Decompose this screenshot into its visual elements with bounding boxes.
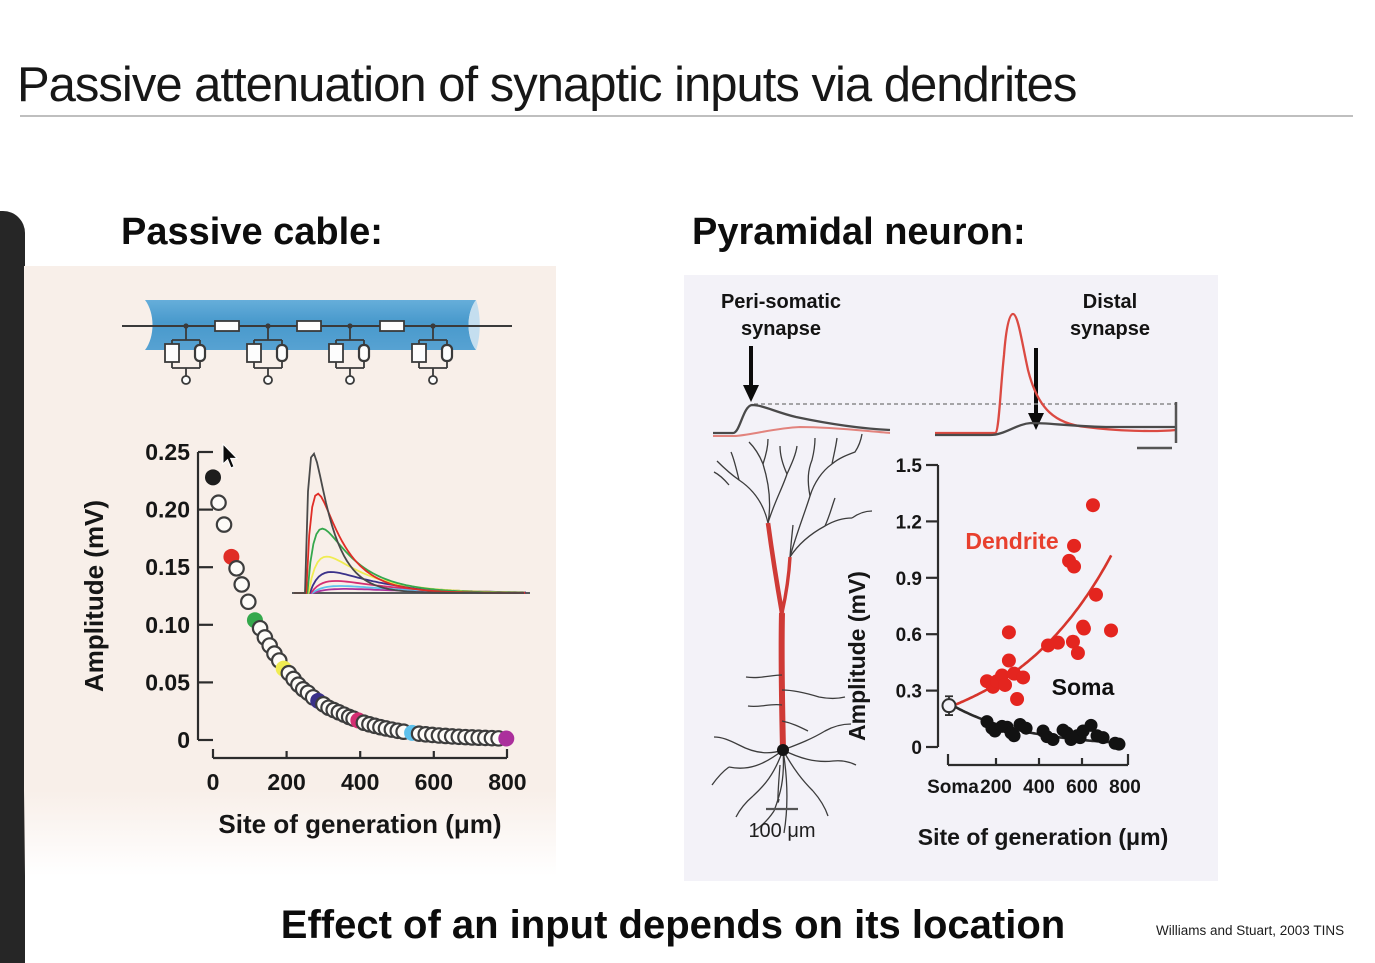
distal-dendrite-trace	[935, 312, 1177, 435]
passive-cable-figure: 0 0.05 0.10 0.15 0.20 0.25 0 200 400 600 800 Ampli…	[24, 266, 556, 876]
dendrite-data-point	[1001, 625, 1016, 640]
peri-somatic-label-line2: synapse	[741, 318, 821, 340]
neuron-oblique-dendrites	[745, 674, 846, 732]
neuron-basal-dendrites	[711, 723, 857, 834]
peri-somatic-arrow-icon	[743, 346, 759, 402]
dendrite-data-point	[998, 677, 1013, 692]
soma-data-point	[1112, 737, 1126, 751]
dendrite-series-label: Dendrite	[965, 528, 1058, 554]
dendrite-data-point	[1050, 635, 1065, 650]
data-point-open	[215, 516, 233, 533]
page-title: Passive attenuation of synaptic inputs v…	[17, 57, 1077, 112]
left-y-tick-label: 0.15	[145, 554, 190, 580]
left-y-tick-label: 0.10	[145, 612, 190, 638]
epsp-inset-trace	[294, 451, 524, 594]
right-y-axis-title: Amplitude (mV)	[844, 571, 870, 741]
left-y-tick-label: 0.25	[145, 439, 190, 465]
soma-series-label: Soma	[1052, 674, 1115, 700]
soma-data-point	[1007, 729, 1021, 743]
attenuation-plot: 0 0.05 0.10 0.15 0.20 0.25 0 200 400 600 800	[145, 439, 530, 795]
synapse-traces: Peri-somatic synapse Distal synapse	[713, 291, 1178, 450]
left-x-tick-label: 400	[341, 769, 379, 795]
dendrite-data-point	[1065, 634, 1080, 649]
epsp-inset-trace	[294, 527, 524, 594]
dendrite-data-point	[1085, 498, 1100, 513]
left-y-axis-title: Amplitude (mV)	[79, 500, 109, 692]
left-x-tick-label: 0	[207, 769, 220, 795]
dendrite-data-point	[1067, 538, 1082, 553]
neuron-apical-dendrite	[765, 522, 792, 751]
left-x-axis-title: Site of generation (μm)	[218, 809, 501, 839]
neuron-drawing: 100 μm	[711, 433, 873, 842]
right-x-tick-label: 400	[1023, 777, 1055, 798]
right-y-tick-label: 0.6	[896, 625, 922, 646]
dendrite-data-point	[1010, 692, 1025, 707]
title-divider	[20, 115, 1353, 117]
peri-somatic-soma-trace	[713, 403, 891, 435]
pyramidal-neuron-figure: Peri-somatic synapse Distal synapse	[684, 275, 1218, 881]
mouse-cursor	[222, 442, 239, 469]
right-x-tick-label: 600	[1066, 777, 1098, 798]
right-y-tick-label: 0	[911, 738, 922, 759]
right-x-tick-label: 200	[980, 777, 1012, 798]
citation-text: Williams and Stuart, 2003 TINS	[1156, 923, 1345, 938]
neuron-scale-label: 100 μm	[748, 820, 815, 842]
dendrite-data-point	[1070, 646, 1085, 660]
neuron-tuft-dendrites	[713, 433, 873, 558]
dendrite-data-point	[1016, 670, 1031, 685]
epsp-inset	[292, 451, 530, 594]
distal-arrow-icon	[1028, 348, 1044, 430]
right-x-tick-label: 800	[1109, 777, 1141, 798]
distal-label-line1: Distal	[1083, 291, 1137, 313]
left-y-tick-label: 0.20	[145, 497, 190, 523]
data-point-open	[210, 494, 227, 511]
dendrite-data-point	[1001, 653, 1016, 668]
left-x-tick-label: 200	[267, 769, 305, 795]
left-x-tick-label: 600	[415, 769, 453, 795]
passive-cable-svg: 0 0.05 0.10 0.15 0.20 0.25 0 200 400 600 800 Ampli…	[79, 300, 530, 839]
data-point-open	[228, 560, 245, 577]
data-point-magenta	[498, 730, 515, 747]
dendrite-data-point	[1076, 621, 1091, 636]
data-point-black	[205, 469, 221, 486]
soma-reference-point	[941, 698, 957, 714]
conclusion-text: Effect of an input depends on its locati…	[280, 903, 1066, 947]
data-point-open	[233, 576, 251, 593]
right-heading: Pyramidal neuron:	[692, 210, 1026, 253]
soma-data-point	[1084, 718, 1098, 732]
dendrite-data-point	[1104, 623, 1119, 638]
pyramidal-neuron-svg: Peri-somatic synapse Distal synapse	[711, 291, 1178, 850]
right-x-tick-label: Soma	[927, 777, 979, 798]
right-y-tick-label: 0.9	[896, 569, 922, 590]
distal-soma-trace	[935, 421, 1176, 437]
left-y-tick-label: 0	[177, 727, 190, 753]
dendrite-trend-curve	[952, 554, 1113, 707]
distal-label-line2: synapse	[1070, 318, 1150, 340]
right-y-tick-label: 1.5	[896, 456, 923, 477]
right-y-tick-label: 0.3	[896, 682, 922, 703]
peri-somatic-label-line1: Peri-somatic	[721, 291, 841, 313]
left-heading: Passive cable:	[121, 210, 383, 253]
left-y-tick-label: 0.05	[145, 669, 190, 695]
left-x-tick-label: 800	[488, 769, 526, 795]
dendrite-data-point	[1067, 559, 1082, 574]
left-edge-tab	[0, 211, 25, 963]
soma-data-point	[1046, 732, 1060, 746]
soma-data-point	[1019, 721, 1033, 735]
dendrite-data-point	[1088, 587, 1103, 602]
cable-circuit-elements	[164, 320, 454, 385]
data-point-open	[240, 593, 257, 611]
right-x-axis-title: Site of generation (μm)	[918, 824, 1168, 850]
peri-somatic-dendrite-trace	[713, 425, 891, 437]
soma-data-point	[1096, 731, 1110, 745]
right-y-tick-label: 1.2	[896, 512, 922, 533]
epsp-inset-trace	[294, 492, 526, 594]
neuron-soma	[777, 744, 789, 756]
cable-diagram	[122, 300, 512, 385]
soma-trend-curve	[952, 704, 1119, 744]
